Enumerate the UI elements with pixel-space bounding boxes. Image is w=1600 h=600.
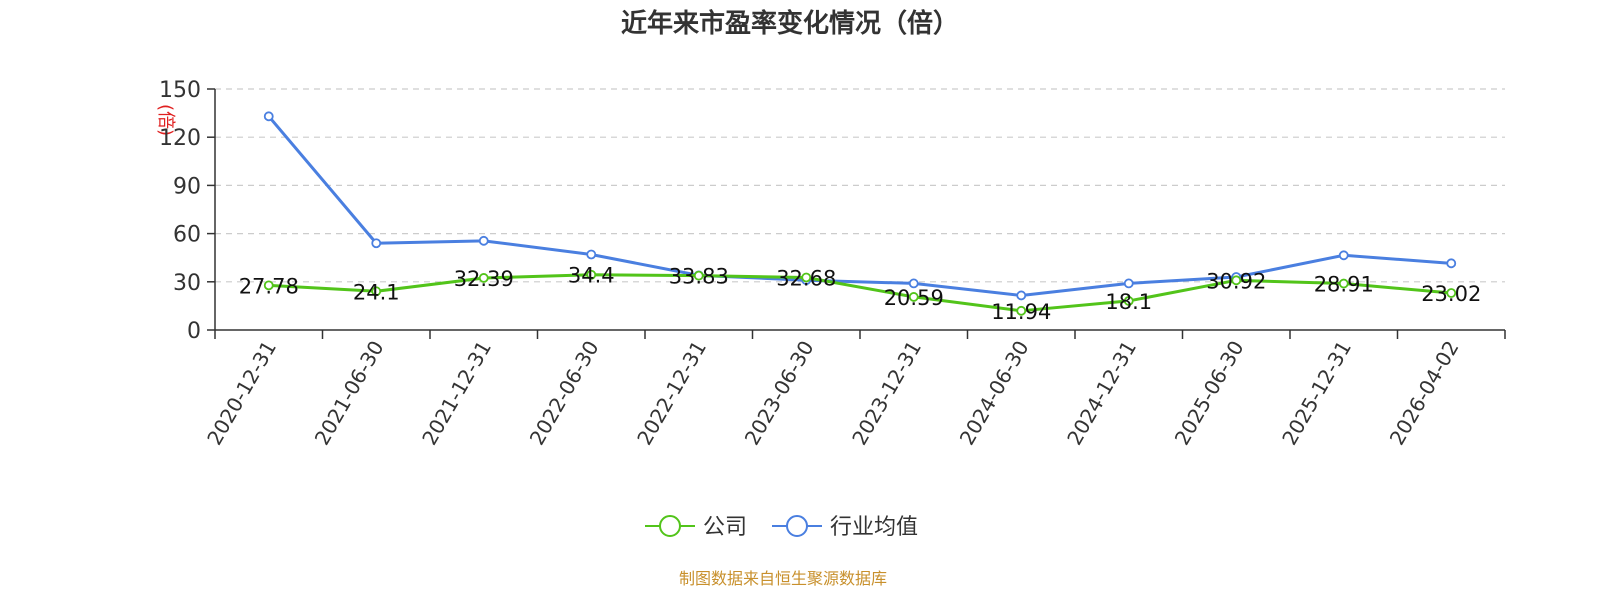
data-point [371,238,382,249]
legend-circle-icon [786,515,808,537]
data-label: 11.94 [991,300,1051,324]
x-tick-label: 2022-06-30 [525,337,604,450]
chart-title: 近年来市盈率变化情况（倍） [621,8,959,39]
x-tick-label: 2025-12-31 [1277,337,1356,450]
y-tick-label: 90 [173,174,201,199]
data-label: 32.39 [454,267,514,291]
data-point [263,111,274,122]
data-point [371,286,382,297]
data-point [1231,275,1242,286]
data-point [478,273,489,283]
grid-lines [215,88,1505,283]
data-point [1016,290,1027,301]
data-label: 23.02 [1421,282,1481,306]
data-label: 27.78 [239,274,299,298]
x-tick-label: 2024-06-30 [955,337,1034,450]
x-tick-label: 2025-06-30 [1170,337,1249,450]
x-tick-label: 2023-12-31 [847,337,926,450]
data-point [263,280,274,291]
legend-item-1[interactable]: 行业均值 [772,515,918,540]
legend: 公司 行业均值 [645,515,918,540]
x-tick-label: 2021-12-31 [417,337,496,450]
data-labels: 27.78 24.1 32.39 34.4 33.83 32.68 20.59 11.94 18… [239,264,1482,324]
y-tick-label: 150 [159,78,201,103]
y-tick-label: 60 [173,223,201,248]
data-label: 18.1 [1105,290,1152,314]
data-point [801,272,812,283]
x-tick-label: 2020-12-31 [202,337,281,450]
y-tick-label: 120 [159,126,201,151]
data-point [1446,288,1457,298]
data-point [586,269,597,280]
data-point [693,270,704,281]
x-tick-label: 2022-12-31 [632,337,711,450]
x-tick-label: 2024-12-31 [1062,337,1141,450]
x-tick-label: 2021-06-30 [310,337,389,450]
data-label: 20.59 [884,286,944,310]
source-note: 制图数据来自恒生聚源数据库 [679,569,887,588]
data-point [478,235,489,246]
legend-circle-icon [659,515,681,537]
data-point [908,292,919,302]
data-point [1123,278,1134,289]
data-label: 32.68 [776,266,836,290]
data-point [1123,296,1134,306]
data-label: 30.92 [1206,269,1266,293]
data-point [1446,258,1457,269]
legend-item-0[interactable]: 公司 [645,515,747,540]
legend-label: 公司 [703,515,747,540]
data-label: 28.91 [1314,273,1374,297]
y-tick-label: 30 [173,271,201,296]
x-tick-label: 2023-06-30 [740,337,819,450]
data-point [586,249,597,260]
data-label: 24.1 [353,280,400,304]
data-point [1338,278,1349,289]
y-axis-unit-label: (倍) [155,104,176,136]
y-tick-label: 0 [187,319,201,344]
data-point [1016,305,1027,316]
series-lines [263,111,1457,316]
data-label: 34.4 [568,264,615,288]
series-line-0 [268,273,1452,313]
series-line-1 [267,115,1452,297]
data-point [908,278,919,289]
x-tick-label: 2026-04-02 [1385,337,1464,450]
data-point [1338,250,1349,261]
data-label: 33.83 [669,265,729,289]
legend-label: 行业均值 [830,515,918,540]
